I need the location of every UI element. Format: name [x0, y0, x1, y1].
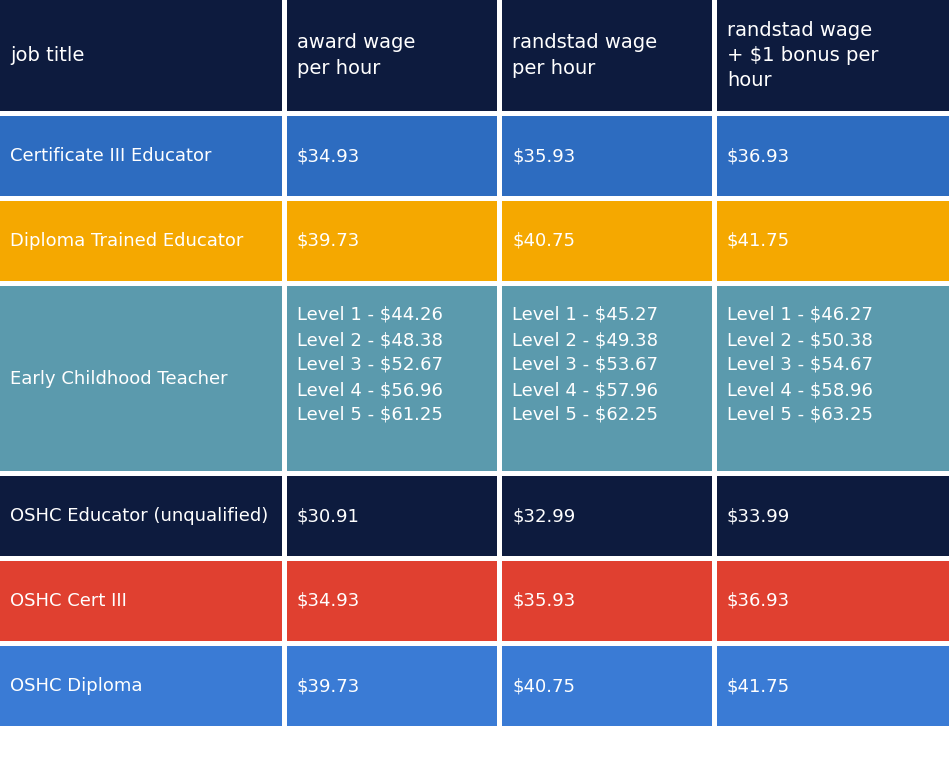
Text: $36.93: $36.93 [727, 592, 791, 610]
Text: $41.75: $41.75 [727, 232, 791, 250]
Text: Level 1 - $44.26
Level 2 - $48.38
Level 3 - $52.67
Level 4 - $56.96
Level 5 - $6: Level 1 - $44.26 Level 2 - $48.38 Level … [297, 306, 443, 424]
Bar [287, 646, 497, 726]
Bar [0, 0, 282, 111]
Text: randstad wage
per hour: randstad wage per hour [512, 34, 657, 77]
Text: randstad wage
+ $1 bonus per
hour: randstad wage + $1 bonus per hour [727, 21, 879, 90]
Bar [717, 116, 949, 196]
Bar [502, 0, 712, 111]
Text: $39.73: $39.73 [297, 677, 361, 695]
Text: $35.93: $35.93 [512, 592, 575, 610]
Text: Level 1 - $46.27
Level 2 - $50.38
Level 3 - $54.67
Level 4 - $58.96
Level 5 - $6: Level 1 - $46.27 Level 2 - $50.38 Level … [727, 306, 873, 424]
Text: $30.91: $30.91 [297, 507, 360, 525]
Text: $41.75: $41.75 [727, 677, 791, 695]
Text: OSHC Cert III: OSHC Cert III [10, 592, 127, 610]
Bar [502, 646, 712, 726]
Bar [502, 201, 712, 281]
Bar [502, 286, 712, 471]
Bar [717, 476, 949, 556]
Bar [0, 116, 282, 196]
Text: $39.73: $39.73 [297, 232, 361, 250]
Text: $36.93: $36.93 [727, 147, 791, 165]
Text: OSHC Diploma: OSHC Diploma [10, 677, 142, 695]
Text: Level 1 - $45.27
Level 2 - $49.38
Level 3 - $53.67
Level 4 - $57.96
Level 5 - $6: Level 1 - $45.27 Level 2 - $49.38 Level … [512, 306, 658, 424]
Bar [287, 476, 497, 556]
Text: $40.75: $40.75 [512, 677, 575, 695]
Text: $32.99: $32.99 [512, 507, 575, 525]
Text: award wage
per hour: award wage per hour [297, 34, 416, 77]
Text: $35.93: $35.93 [512, 147, 575, 165]
Bar [0, 561, 282, 641]
Text: Early Childhood Teacher: Early Childhood Teacher [10, 369, 228, 388]
Text: Certificate III Educator: Certificate III Educator [10, 147, 212, 165]
Text: $34.93: $34.93 [297, 147, 361, 165]
Bar [0, 646, 282, 726]
Bar [717, 201, 949, 281]
Bar [717, 0, 949, 111]
Bar [287, 116, 497, 196]
Bar [287, 201, 497, 281]
Bar [287, 0, 497, 111]
Text: $40.75: $40.75 [512, 232, 575, 250]
Bar [502, 116, 712, 196]
Bar [287, 561, 497, 641]
Bar [717, 561, 949, 641]
Bar [717, 646, 949, 726]
Text: Diploma Trained Educator: Diploma Trained Educator [10, 232, 243, 250]
Text: $33.99: $33.99 [727, 507, 791, 525]
Bar [502, 476, 712, 556]
Bar [0, 476, 282, 556]
Bar [717, 286, 949, 471]
Bar [0, 286, 282, 471]
Bar [502, 561, 712, 641]
Bar [0, 201, 282, 281]
Text: $34.93: $34.93 [297, 592, 361, 610]
Text: OSHC Educator (unqualified): OSHC Educator (unqualified) [10, 507, 269, 525]
Text: job title: job title [10, 46, 84, 65]
Bar [287, 286, 497, 471]
